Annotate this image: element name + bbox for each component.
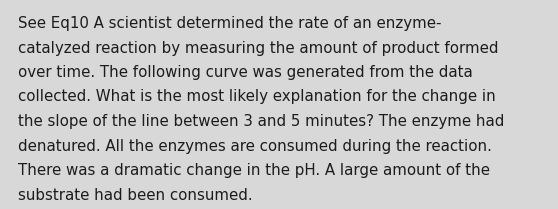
Text: substrate had been consumed.: substrate had been consumed. (18, 187, 253, 203)
Text: There was a dramatic change in the pH. A large amount of the: There was a dramatic change in the pH. A… (18, 163, 490, 178)
Text: catalyzed reaction by measuring the amount of product formed: catalyzed reaction by measuring the amou… (18, 41, 498, 56)
Text: the slope of the line between 3 and 5 minutes? The enzyme had: the slope of the line between 3 and 5 mi… (18, 114, 504, 129)
Text: collected. What is the most likely explanation for the change in: collected. What is the most likely expla… (18, 89, 496, 104)
Text: over time. The following curve was generated from the data: over time. The following curve was gener… (18, 65, 473, 80)
Text: denatured. All the enzymes are consumed during the reaction.: denatured. All the enzymes are consumed … (18, 139, 492, 153)
Text: See Eq10 A scientist determined the rate of an enzyme-: See Eq10 A scientist determined the rate… (18, 16, 441, 31)
